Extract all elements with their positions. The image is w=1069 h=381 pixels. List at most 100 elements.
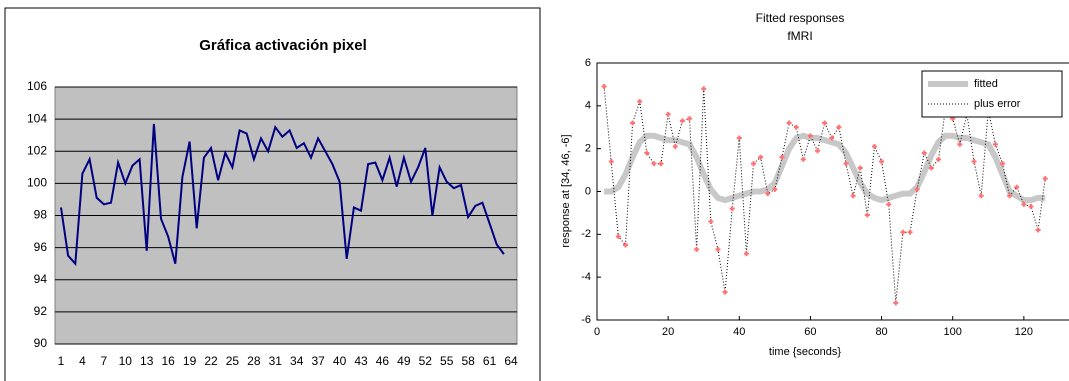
marker [893, 300, 899, 306]
x-tick-label: 13 [140, 354, 154, 368]
marker [608, 159, 614, 165]
marker [907, 229, 913, 235]
y-axis-label: response at [34, 46, -6] [560, 134, 572, 247]
marker [886, 201, 892, 207]
marker [729, 206, 735, 212]
marker [1007, 193, 1013, 199]
marker [722, 289, 728, 295]
marker [871, 144, 877, 150]
y-tick-label: 2 [585, 143, 591, 155]
marker [857, 165, 863, 171]
data-line [60, 123, 505, 267]
y-tick-label: 6 [585, 57, 591, 69]
x-tick-label: 52 [419, 354, 433, 368]
chart-title: Gráfica activación pixel [199, 37, 367, 54]
y-tick-label: -4 [581, 271, 591, 283]
y-tick-label: 102 [27, 143, 47, 157]
marker [615, 233, 621, 239]
marker [928, 165, 934, 171]
marker [786, 120, 792, 126]
x-axis-label: time {seconds} [769, 346, 841, 358]
x-tick-label: 7 [101, 354, 108, 368]
x-tick-label: 61 [483, 354, 497, 368]
marker [672, 144, 678, 150]
marker [665, 111, 671, 117]
marker [800, 156, 806, 162]
marker [651, 161, 657, 167]
x-tick-label: 40 [333, 354, 347, 368]
marker [679, 118, 685, 124]
x-tick-label: 60 [804, 326, 816, 338]
y-tick-label: -2 [581, 228, 591, 240]
marker [921, 150, 927, 156]
x-tick-label: 19 [183, 354, 197, 368]
series-line [604, 132, 1046, 204]
marker [644, 150, 650, 156]
marker [879, 159, 885, 165]
x-tick-label: 25 [226, 354, 240, 368]
marker [822, 120, 828, 126]
marker [978, 193, 984, 199]
legend-label: fitted [974, 78, 998, 90]
x-tick-label: 49 [397, 354, 411, 368]
marker [992, 141, 998, 147]
marker [971, 159, 977, 165]
x-tick-label: 1 [58, 354, 65, 368]
marker [758, 154, 764, 160]
marker [935, 156, 941, 162]
marker [708, 218, 714, 224]
x-tick-label: 37 [311, 354, 325, 368]
marker [1000, 161, 1006, 167]
marker [658, 161, 664, 167]
x-tick-label: 0 [594, 326, 600, 338]
chart-title: Fitted responses [756, 11, 845, 25]
y-tick-label: 90 [34, 336, 48, 350]
y-tick-label: 0 [585, 185, 591, 197]
y-tick-label: 94 [34, 272, 48, 286]
marker [815, 148, 821, 154]
y-tick-label: 106 [27, 79, 47, 93]
x-tick-label: 16 [161, 354, 175, 368]
y-tick-label: 92 [34, 304, 48, 318]
x-tick-label: 20 [662, 326, 674, 338]
x-tick-label: 64 [504, 354, 518, 368]
chart-subtitle: fMRI [787, 29, 812, 43]
marker [850, 193, 856, 199]
y-tick-label: 4 [585, 100, 591, 112]
x-tick-label: 40 [733, 326, 745, 338]
x-tick-label: 100 [944, 326, 962, 338]
marker [601, 84, 607, 90]
marker [751, 161, 757, 167]
y-tick-label: -6 [581, 314, 591, 326]
marker [807, 133, 813, 139]
marker [957, 141, 963, 147]
marker [829, 135, 835, 141]
legend [921, 70, 1063, 118]
x-tick-label: 58 [461, 354, 475, 368]
x-tick-label: 55 [440, 354, 454, 368]
y-tick-label: 96 [34, 240, 48, 254]
marker [1042, 176, 1048, 182]
marker [765, 191, 771, 197]
marker [793, 124, 799, 130]
marker [694, 246, 700, 252]
legend-label: plus error [974, 98, 1021, 110]
y-tick-label: 104 [27, 111, 47, 125]
marker [1035, 227, 1041, 233]
x-tick-label: 10 [119, 354, 133, 368]
y-tick-label: 100 [27, 176, 47, 190]
marker [772, 186, 778, 192]
x-tick-label: 80 [875, 326, 887, 338]
x-tick-label: 28 [247, 354, 261, 368]
y-tick-label: 98 [34, 208, 48, 222]
x-tick-label: 46 [376, 354, 390, 368]
marker [864, 212, 870, 218]
x-tick-label: 22 [204, 354, 218, 368]
marker [622, 242, 628, 248]
marker [779, 154, 785, 160]
marker [637, 99, 643, 105]
x-tick-label: 34 [290, 354, 304, 368]
x-tick-label: 120 [1015, 326, 1033, 338]
x-tick-label: 43 [354, 354, 368, 368]
